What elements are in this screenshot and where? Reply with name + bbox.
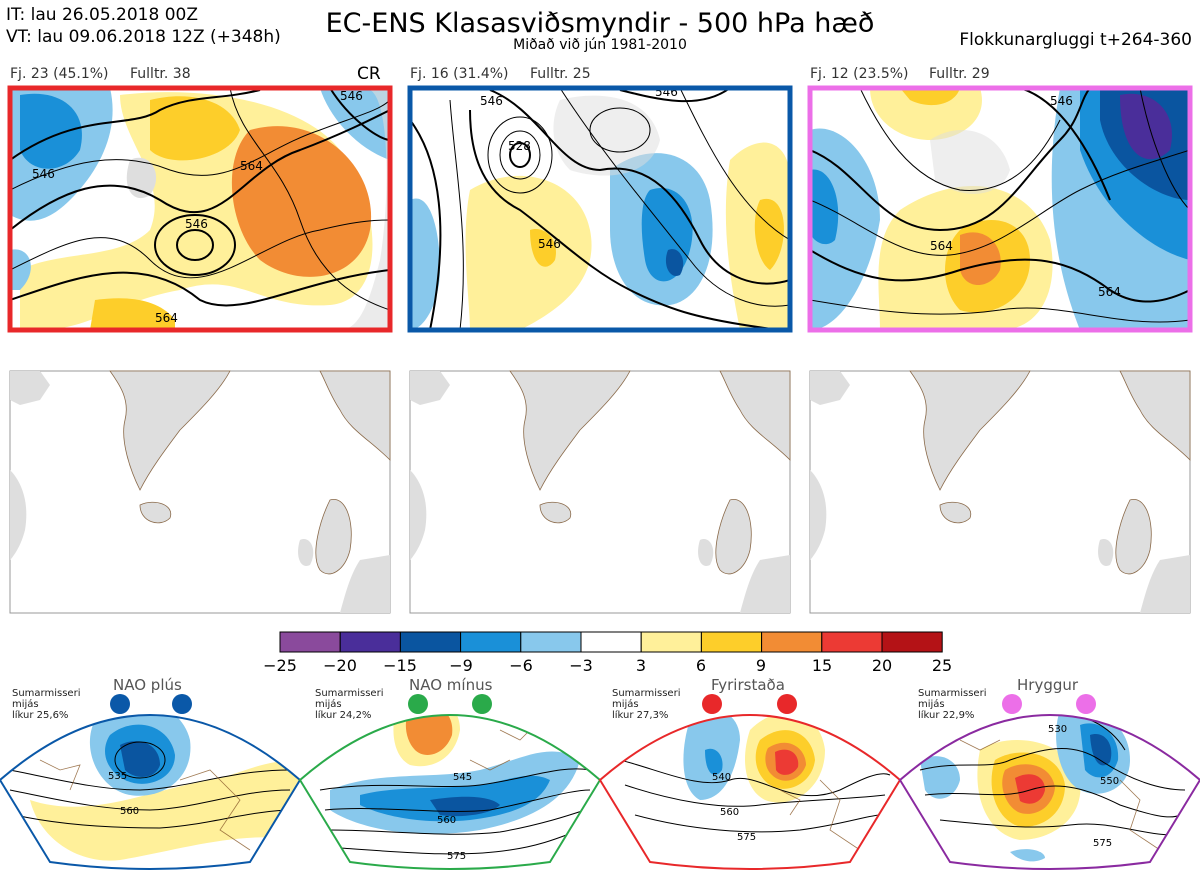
regime-2-marker-right (472, 694, 492, 714)
cluster-1-contour-1: 546 (32, 167, 55, 181)
cluster-3-label: Fj. 12 (23.5%) (810, 66, 909, 82)
regime-1-title: NAO plús (113, 676, 182, 694)
cluster-1-contour-2: 564 (240, 159, 263, 173)
legend-tick-1: −20 (323, 656, 357, 675)
cluster-3-contour-2: 564 (930, 239, 953, 253)
regime-3-contour-2: 560 (720, 807, 739, 818)
base-map-3 (809, 370, 1191, 614)
legend-tick-10: 20 (871, 656, 893, 675)
cluster-2-map: 546 546 528 546 564 (410, 85, 790, 330)
regime-2-contour-1: 545 (453, 772, 472, 783)
regime-4-marker-right (1076, 694, 1096, 714)
regime-3-marker-left (702, 694, 722, 714)
cluster-1-rep: Fulltr. 38 (130, 66, 191, 82)
legend-tick-6: 3 (635, 656, 647, 675)
cluster-2-label: Fj. 16 (31.4%) (410, 66, 509, 82)
cluster-1-label: Fj. 23 (45.1%) (10, 66, 109, 82)
legend-tick-4: −6 (509, 656, 533, 675)
colorbar-swatch-8 (761, 631, 823, 653)
cluster-1-contour-3: 546 (185, 217, 208, 231)
cluster-2-contour-4: 546 (655, 85, 678, 99)
regime-3-stats: Sumarmisseri mijás líkur 27,3% (612, 688, 681, 721)
header-left: IT: lau 26.05.2018 00Z VT: lau 09.06.201… (6, 4, 281, 48)
cluster-1-frame (7, 85, 393, 333)
regime-2-contour-2: 560 (437, 815, 456, 826)
base-map-2 (409, 370, 791, 614)
cluster-1-tag: CR (357, 64, 381, 84)
page-title: EC-ENS Klasasviðsmyndir - 500 hPa hæð (325, 8, 875, 39)
cluster-3-contour-3: 564 (1098, 285, 1121, 299)
regime-3-title: Fyrirstaða (711, 676, 785, 694)
base-map-1 (9, 370, 391, 614)
cluster-2-rep: Fulltr. 25 (530, 66, 591, 82)
header-center: EC-ENS Klasasviðsmyndir - 500 hPa hæð Mi… (0, 8, 1200, 52)
legend-tick-5: −3 (569, 656, 593, 675)
regime-3-contour-3: 575 (737, 832, 756, 843)
legend-tick-0: −25 (263, 656, 297, 675)
colorbar-swatch-10 (881, 631, 943, 653)
cluster-2-contour-3: 528 (508, 139, 531, 153)
regime-1-contour-1: 535 (108, 771, 127, 782)
cluster-3-rep: Fulltr. 29 (929, 66, 990, 82)
regime-4-stats: Sumarmisseri mijás líkur 22,9% (918, 688, 987, 721)
colorbar-swatch-2 (399, 631, 462, 653)
colorbar-swatch-4 (520, 631, 582, 653)
regime-2-contour-3: 575 (447, 851, 466, 862)
regime-4-marker-left (1002, 694, 1022, 714)
cluster-2-contour-2: 546 (538, 237, 561, 251)
regime-2-title: NAO mínus (409, 676, 493, 694)
colorbar-swatch-1 (339, 631, 401, 653)
legend-tick-7: 6 (695, 656, 707, 675)
regime-2-stats: Sumarmisseri mijás líkur 24,2% (315, 688, 384, 721)
colorbar-swatch-0 (279, 631, 341, 653)
colorbar-swatch-6 (640, 631, 702, 653)
regime-4-contour-2: 550 (1100, 776, 1119, 787)
colorbar-swatch-3 (460, 631, 522, 653)
legend-tick-2: −15 (383, 656, 417, 675)
legend-tick-11: 25 (931, 656, 953, 675)
colorbar-swatch-7 (700, 631, 763, 653)
cluster-2-frame (407, 85, 793, 333)
initial-time: IT: lau 26.05.2018 00Z (6, 5, 198, 25)
regime-1-marker-right (172, 694, 192, 714)
legend-tick-9: 15 (811, 656, 833, 675)
legend-tick-3: −9 (449, 656, 473, 675)
legend-tick-8: 9 (755, 656, 767, 675)
valid-time: VT: lau 09.06.2018 12Z (+348h) (6, 27, 281, 47)
regime-4-title: Hryggur (1017, 676, 1079, 694)
colorbar-swatch-9 (821, 631, 883, 653)
cluster-1-map: 546 564 546 564 546 (10, 88, 390, 330)
cluster-3-frame (807, 85, 1193, 333)
colorbar-swatch-5 (580, 631, 642, 653)
regime-3-marker-right (777, 694, 797, 714)
cluster-1-contour-5: 546 (340, 89, 363, 103)
regime-3-contour-1: 540 (712, 772, 731, 783)
cluster-2-contour-1: 546 (480, 94, 503, 108)
regime-4-contour-1: 530 (1048, 724, 1067, 735)
regime-1-stats: Sumarmisseri mijás líkur 25,6% (12, 688, 81, 721)
colorbar (279, 631, 943, 653)
regime-1-marker-left (110, 694, 130, 714)
regime-4-contour-3: 575 (1093, 838, 1112, 849)
page-subtitle: Miðað við jún 1981-2010 (513, 37, 687, 53)
regime-markers (110, 694, 1096, 714)
regime-1-contour-2: 560 (120, 806, 139, 817)
cluster-3-contour-1: 546 (1050, 94, 1073, 108)
regime-2-marker-left (408, 694, 428, 714)
cluster-3-map: 546 564 564 (810, 88, 1190, 330)
classification-window: Flokkunargluggi t+264-360 (959, 30, 1192, 50)
cluster-1-contour-4: 564 (155, 311, 178, 325)
regime-nao-minus-map: 545 560 575 (298, 714, 602, 870)
